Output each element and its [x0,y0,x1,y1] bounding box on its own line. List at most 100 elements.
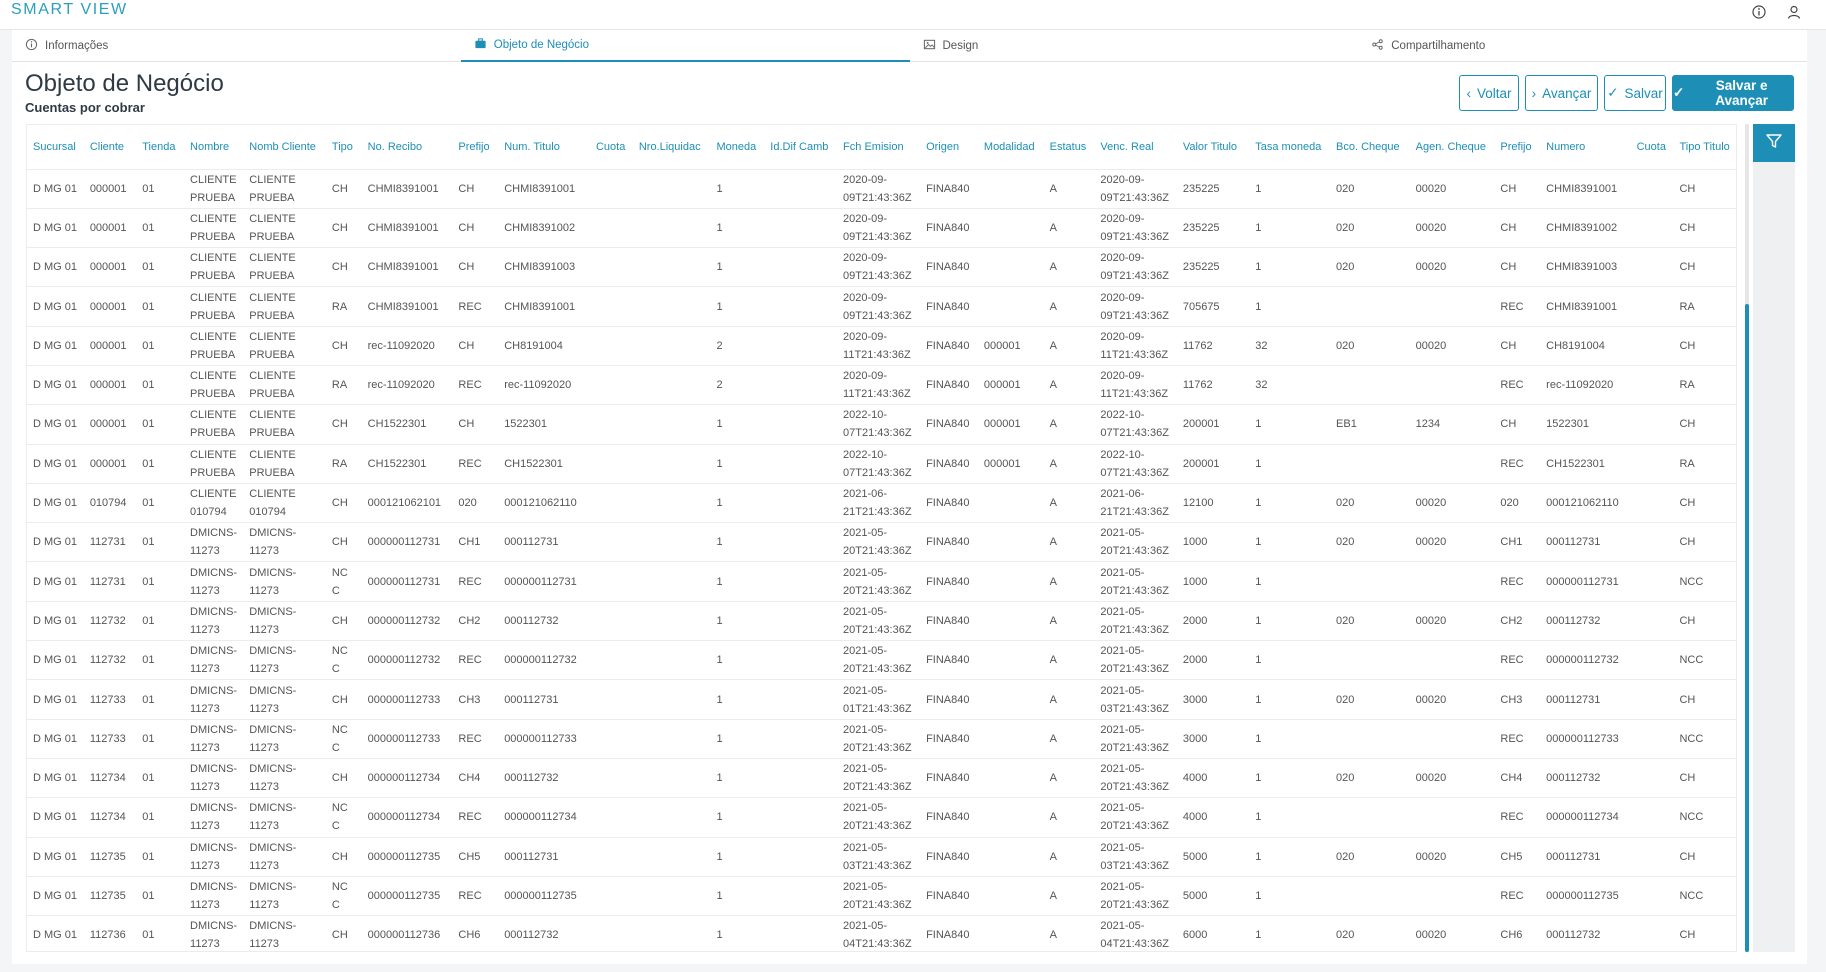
table-row[interactable]: D MG 01 000001 01 CLIENTE PRUEBA CLIENTE PRU… [27,326,1736,366]
column-header[interactable]: Tienda [136,125,185,170]
column-header[interactable]: Numero [1540,125,1631,170]
table-cell: 2021-05-04T21:43:36Z [837,915,921,951]
column-header[interactable]: Tasa moneda [1249,125,1331,170]
tab-objeto-de-negocio[interactable]: Objeto de Negócio [460,30,910,62]
table-cell: A [1043,837,1095,877]
table-cell [764,640,838,681]
tab-design[interactable]: Design [909,30,1359,62]
table-cell: 2021-05-20T21:43:36Z [837,719,921,759]
table-cell: 000001 [83,444,137,484]
table-row[interactable]: D MG 01 112735 01 DMICNS-11273 DMICNS-11273 C… [27,837,1736,877]
table-row[interactable]: D MG 01 000001 01 CLIENTE PRUEBA CLIENTE PRU… [27,444,1736,484]
next-button[interactable]: › Avançar [1525,75,1598,111]
column-header[interactable]: Agen. Cheque [1409,125,1495,170]
column-header[interactable]: Tipo [325,125,362,170]
table-row[interactable]: D MG 01 112731 01 DMICNS-11273 DMICNS-11273 C… [27,522,1736,563]
column-header[interactable]: Prefijo [1494,125,1541,170]
column-header[interactable]: Venc. Real [1094,125,1177,170]
table-cell [764,522,838,563]
table-row[interactable]: D MG 01 010794 01 CLIENTE 010794 CLIENTE 010… [27,483,1736,524]
table-cell: CH [1494,326,1541,366]
column-header[interactable]: Cuota [589,125,633,170]
table-cell: 1 [1249,758,1331,799]
column-header[interactable]: Origen [920,125,978,170]
column-header[interactable]: Sucursal [27,125,84,170]
table-cell [977,286,1044,327]
table-cell: 1 [710,522,765,563]
save-button[interactable]: ✓ Salvar [1604,75,1666,111]
table-cell [764,915,838,951]
chevron-right-icon: › [1531,85,1537,101]
column-header[interactable]: No. Recibo [361,125,453,170]
table-cell: 000000112732 [498,640,590,681]
column-header[interactable]: Nombre [184,125,244,170]
filter-button[interactable] [1753,124,1795,162]
column-header[interactable]: Id.Dif Camb [764,125,838,170]
table-cell: 112735 [83,876,137,917]
table-cell: 000112731 [498,837,590,877]
table-row[interactable]: D MG 01 000001 01 CLIENTE PRUEBA CLIENTE PRU… [27,247,1736,288]
table-cell: 000000112732 [361,601,453,642]
table-row[interactable]: D MG 01 112734 01 DMICNS-11273 DMICNS-11273 C… [27,758,1736,799]
column-header[interactable]: Moneda [710,125,765,170]
table-cell: FINA840 [920,679,978,720]
table-cell [977,758,1044,799]
table-row[interactable]: D MG 01 112732 01 DMICNS-11273 DMICNS-11273 N… [27,640,1736,681]
table-cell: 000000112734 [1540,797,1631,838]
table-cell: 2021-05-20T21:43:36Z [1094,719,1177,759]
table-row[interactable]: D MG 01 112734 01 DMICNS-11273 DMICNS-11273 N… [27,797,1736,838]
column-header[interactable]: Fch Emision [837,125,921,170]
table-cell [632,640,711,681]
column-header[interactable]: Prefijo [452,125,499,170]
table-row[interactable]: D MG 01 000001 01 CLIENTE PRUEBA CLIENTE PRU… [27,404,1736,445]
table-cell: 2020-09-09T21:43:36Z [1094,208,1177,249]
table-row[interactable]: D MG 01 000001 01 CLIENTE PRUEBA CLIENTE PRU… [27,286,1736,327]
column-header[interactable]: Nro.Liquidac [632,125,711,170]
scrollbar-thumb[interactable] [1745,304,1749,952]
table-row[interactable]: D MG 01 112735 01 DMICNS-11273 DMICNS-11273 N… [27,876,1736,917]
table-cell: 000000112734 [498,797,590,838]
table-cell: CH1522301 [1540,444,1631,484]
column-header[interactable]: Modalidad [977,125,1044,170]
table-row[interactable]: D MG 01 000001 01 CLIENTE PRUEBA CLIENTE PRU… [27,208,1736,249]
table-row[interactable]: D MG 01 112731 01 DMICNS-11273 DMICNS-11273 N… [27,561,1736,602]
table-row[interactable]: D MG 01 112732 01 DMICNS-11273 DMICNS-11273 C… [27,601,1736,642]
table-row[interactable]: D MG 01 000001 01 CLIENTE PRUEBA CLIENTE PRU… [27,365,1736,406]
column-header[interactable]: Valor Titulo [1176,125,1250,170]
column-header[interactable]: Tipo Titulo [1673,125,1736,170]
info-icon[interactable] [1751,4,1767,20]
column-header[interactable]: Nomb Cliente [243,125,326,170]
table-cell: CH8191004 [1540,326,1631,366]
table-cell: 00020 [1409,208,1495,249]
table-cell: CHMI8391001 [361,247,453,288]
table-row[interactable]: D MG 01 000001 01 CLIENTE PRUEBA CLIENTE PRU… [27,169,1736,209]
table-row[interactable]: D MG 01 112733 01 DMICNS-11273 DMICNS-11273 N… [27,719,1736,759]
data-table[interactable]: Sucursal Cliente Tienda Nombre Nomb Cliente T… [26,124,1737,952]
table-cell: 2022-10-07T21:43:36Z [837,444,921,484]
back-button[interactable]: ‹ Voltar [1459,75,1519,111]
table-cell: FINA840 [920,208,978,249]
table-cell: CH [325,679,362,720]
column-header[interactable]: Num. Titulo [498,125,590,170]
table-cell: CH [1494,208,1541,249]
user-icon[interactable] [1786,4,1802,20]
column-header[interactable]: Cliente [83,125,137,170]
table-cell: REC [452,797,499,838]
table-cell: 2021-06-21T21:43:36Z [1094,483,1177,524]
table-row[interactable]: D MG 01 112733 01 DMICNS-11273 DMICNS-11273 C… [27,679,1736,720]
column-header[interactable]: Estatus [1043,125,1095,170]
column-header[interactable]: Bco. Cheque [1330,125,1410,170]
table-cell: REC [1494,286,1541,327]
table-row[interactable]: D MG 01 112736 01 DMICNS-11273 DMICNS-11273 C… [27,915,1736,951]
table-cell: D MG 01 [27,444,84,484]
table-cell: 2021-05-20T21:43:36Z [837,601,921,642]
save-and-next-button[interactable]: ✓ Salvar e Avançar [1672,75,1794,111]
tab-compartilhamento[interactable]: Compartilhamento [1358,30,1807,62]
vertical-scrollbar[interactable] [1745,124,1749,952]
table-cell: D MG 01 [27,483,84,524]
table-cell: DMICNS-11273 [243,758,326,799]
column-header[interactable]: Cuota [1630,125,1674,170]
table-cell [632,522,711,563]
tab-informacoes[interactable]: Informações [12,30,461,62]
table-cell: 000112732 [498,915,590,951]
